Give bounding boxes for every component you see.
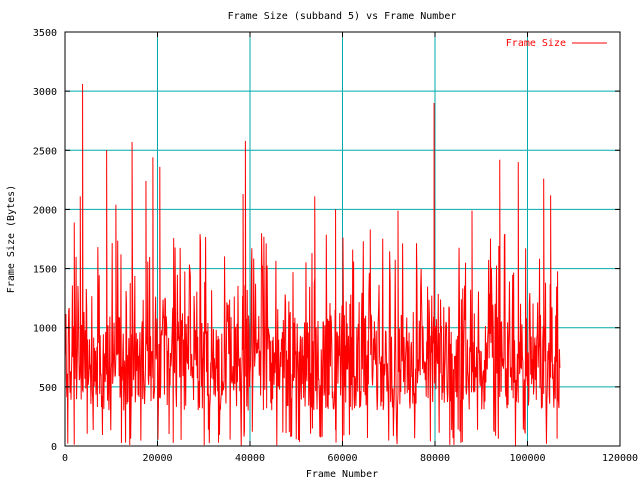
y-tick-label: 0 — [51, 442, 57, 453]
y-tick-label: 3000 — [33, 87, 57, 98]
y-axis-label: Frame Size (Bytes) — [6, 185, 17, 293]
x-tick-label: 80000 — [420, 453, 450, 464]
x-tick-label: 60000 — [327, 453, 357, 464]
y-tick-label: 1500 — [33, 265, 57, 276]
x-axis-label: Frame Number — [306, 469, 378, 480]
chart-title: Frame Size (subband 5) vs Frame Number — [228, 11, 457, 22]
series-line-frame-size — [64, 84, 561, 446]
x-tick-label: 20000 — [142, 453, 172, 464]
axis-ticks — [64, 31, 621, 447]
series-layer — [64, 84, 561, 446]
tick-labels: 0 20000 40000 60000 80000 100000 120000 0 500 100… — [33, 28, 638, 464]
legend: Frame Size — [506, 38, 607, 49]
x-tick-label: 120000 — [602, 453, 638, 464]
y-tick-label: 2500 — [33, 146, 57, 157]
y-tick-label: 2000 — [33, 205, 57, 216]
x-tick-label: 0 — [62, 453, 68, 464]
y-tick-label: 500 — [39, 383, 57, 394]
x-tick-label: 40000 — [235, 453, 265, 464]
y-tick-label: 1000 — [33, 324, 57, 335]
x-tick-label: 100000 — [509, 453, 545, 464]
y-tick-label: 3500 — [33, 28, 57, 39]
legend-label: Frame Size — [506, 38, 566, 49]
